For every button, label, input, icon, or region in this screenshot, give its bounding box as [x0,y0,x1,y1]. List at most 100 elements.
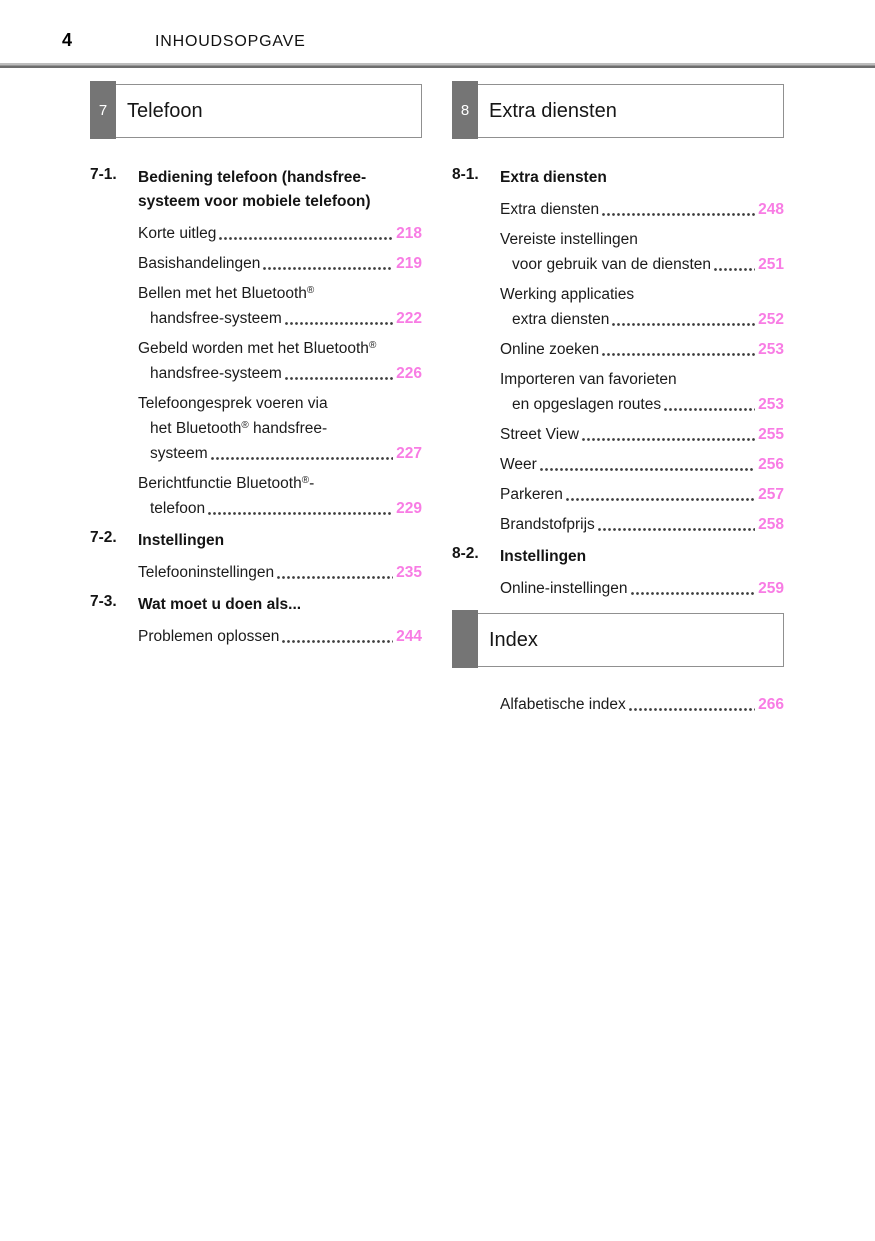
entry-page-number: 257 [758,486,784,503]
dot-leader [277,576,394,579]
entry-page-number: 229 [396,500,422,517]
dot-leader [628,708,756,711]
toc-entry: Werking applicaties extra diensten 252 [500,285,784,330]
toc-entry: Parkeren 257 [500,485,784,505]
toc-group: Alfabetische index 266 [452,695,784,715]
entry-text: Importeren van favorieten [500,371,677,388]
entry-page-number: 253 [758,396,784,413]
entry-text: Gebeld worden met het Bluetooth® [138,340,377,357]
toc-entry: Alfabetische index 266 [500,695,784,715]
entry-page-number: 258 [758,516,784,533]
registered-trademark-symbol: ® [368,340,377,351]
dot-leader [208,512,394,515]
dot-leader [284,322,394,325]
toc-group: 7-2. Instellingen Telefooninstellingen 235 [90,529,422,583]
dot-leader [219,237,394,240]
entry-page-number: 252 [758,311,784,328]
toc-entry: Street View 255 [500,425,784,445]
section-box: 8 Extra diensten [452,81,784,139]
toc-entry: Bellen met het Bluetooth® handsfree-syste… [138,284,422,329]
entry-text: handsfree-systeem [150,310,282,327]
group-heading: 7-3. Wat moet u doen als... [90,593,422,617]
toc-group: 7-1. Bediening telefoon (handsfree-systee… [90,166,422,519]
toc-entry: Vereiste instellingen voor gebruik van de… [500,230,784,275]
dot-leader [284,377,394,380]
group-title: Bediening telefoon (handsfree-systeem vo… [138,169,371,210]
entry-text: Parkeren [500,486,563,503]
dot-leader [602,353,756,356]
section-number: 8 [460,101,470,119]
group-title: Wat moet u doen als... [138,596,302,613]
entry-page-number: 219 [396,255,422,272]
section-box: Index [452,610,784,668]
entry-text: Telefoongesprek voeren via [138,395,328,412]
entry-text: systeem [150,445,208,462]
registered-trademark-symbol: ® [301,475,310,486]
entry-page-number: 256 [758,456,784,473]
section-box: 7 Telefoon [90,81,422,139]
entry-text: Werking applicaties [500,286,635,303]
group-entries: Korte uitleg 218 Basishandelingen 219 Bellen… [138,224,422,519]
entry-page-number: 248 [758,201,784,218]
entry-page-number: 251 [758,256,784,273]
toc-entry: Berichtfunctie Bluetooth®- telefoon 229 [138,474,422,519]
entry-text: Basishandelingen [138,255,261,272]
dot-leader [539,468,756,471]
group-heading: 7-1. Bediening telefoon (handsfree-systee… [90,166,422,214]
toc-entry: Online-instellingen 259 [500,579,784,599]
dot-leader [714,268,756,271]
dot-leader [664,408,756,411]
section-tab: 8 [452,81,478,139]
toc-entry: Brandstofprijs 258 [500,515,784,535]
entry-text: Street View [500,426,579,443]
section-title: Index [489,629,538,651]
toc-group: 7-3. Wat moet u doen als... Problemen oplo… [90,593,422,647]
group-id: 7-1. [90,166,117,183]
entry-text: en opgeslagen routes [512,396,662,413]
group-id: 8-2. [452,545,479,562]
entry-text: Online-instellingen [500,580,628,597]
section-title: Extra diensten [489,100,617,122]
group-id: 8-1. [452,166,479,183]
entry-page-number: 226 [396,365,422,382]
entry-page-number: 222 [396,310,422,327]
entry-text: Telefooninstellingen [138,564,275,581]
toc-entry: Online zoeken 253 [500,340,784,360]
entry-page-number: 266 [758,696,784,713]
entry-text: extra diensten [512,311,610,328]
toc-column-right: 8 Extra diensten 8-1. Extra diensten Extra d… [452,81,784,725]
toc-entry: Extra diensten 248 [500,200,784,220]
entry-text: het Bluetooth® handsfree- [150,420,328,437]
entry-text: Weer [500,456,537,473]
toc-group: 8-1. Extra diensten Extra diensten 248 Verei… [452,166,784,535]
toc-entry: Korte uitleg 218 [138,224,422,244]
entry-text: Vereiste instellingen [500,231,638,248]
toc-entry: Telefoongesprek voeren via het Bluetooth®… [138,394,422,464]
entry-page-number: 218 [396,225,422,242]
group-entries: Online-instellingen 259 [500,579,784,599]
group-id: 7-2. [90,529,117,546]
registered-trademark-symbol: ® [306,285,315,296]
dot-leader [581,438,756,441]
dot-leader [210,457,394,460]
entry-text: Berichtfunctie Bluetooth®- [138,475,315,492]
group-id: 7-3. [90,593,117,610]
dot-leader [602,213,756,216]
entry-text: handsfree-systeem [150,365,282,382]
registered-trademark-symbol: ® [241,420,249,431]
entry-page-number: 244 [396,628,422,645]
group-heading: 7-2. Instellingen [90,529,422,553]
header-rule [0,63,875,68]
entry-page-number: 227 [396,445,422,462]
entry-text: Extra diensten [500,201,600,218]
entry-text: telefoon [150,500,206,517]
entry-text: voor gebruik van de diensten [512,256,712,273]
entry-page-number: 255 [758,426,784,443]
group-title: Instellingen [138,532,225,549]
section-tab [452,610,478,668]
group-entries: Alfabetische index 266 [500,695,784,715]
entry-text: Online zoeken [500,341,600,358]
group-entries: Telefooninstellingen 235 [138,563,422,583]
entry-text: Bellen met het Bluetooth® [138,285,315,302]
